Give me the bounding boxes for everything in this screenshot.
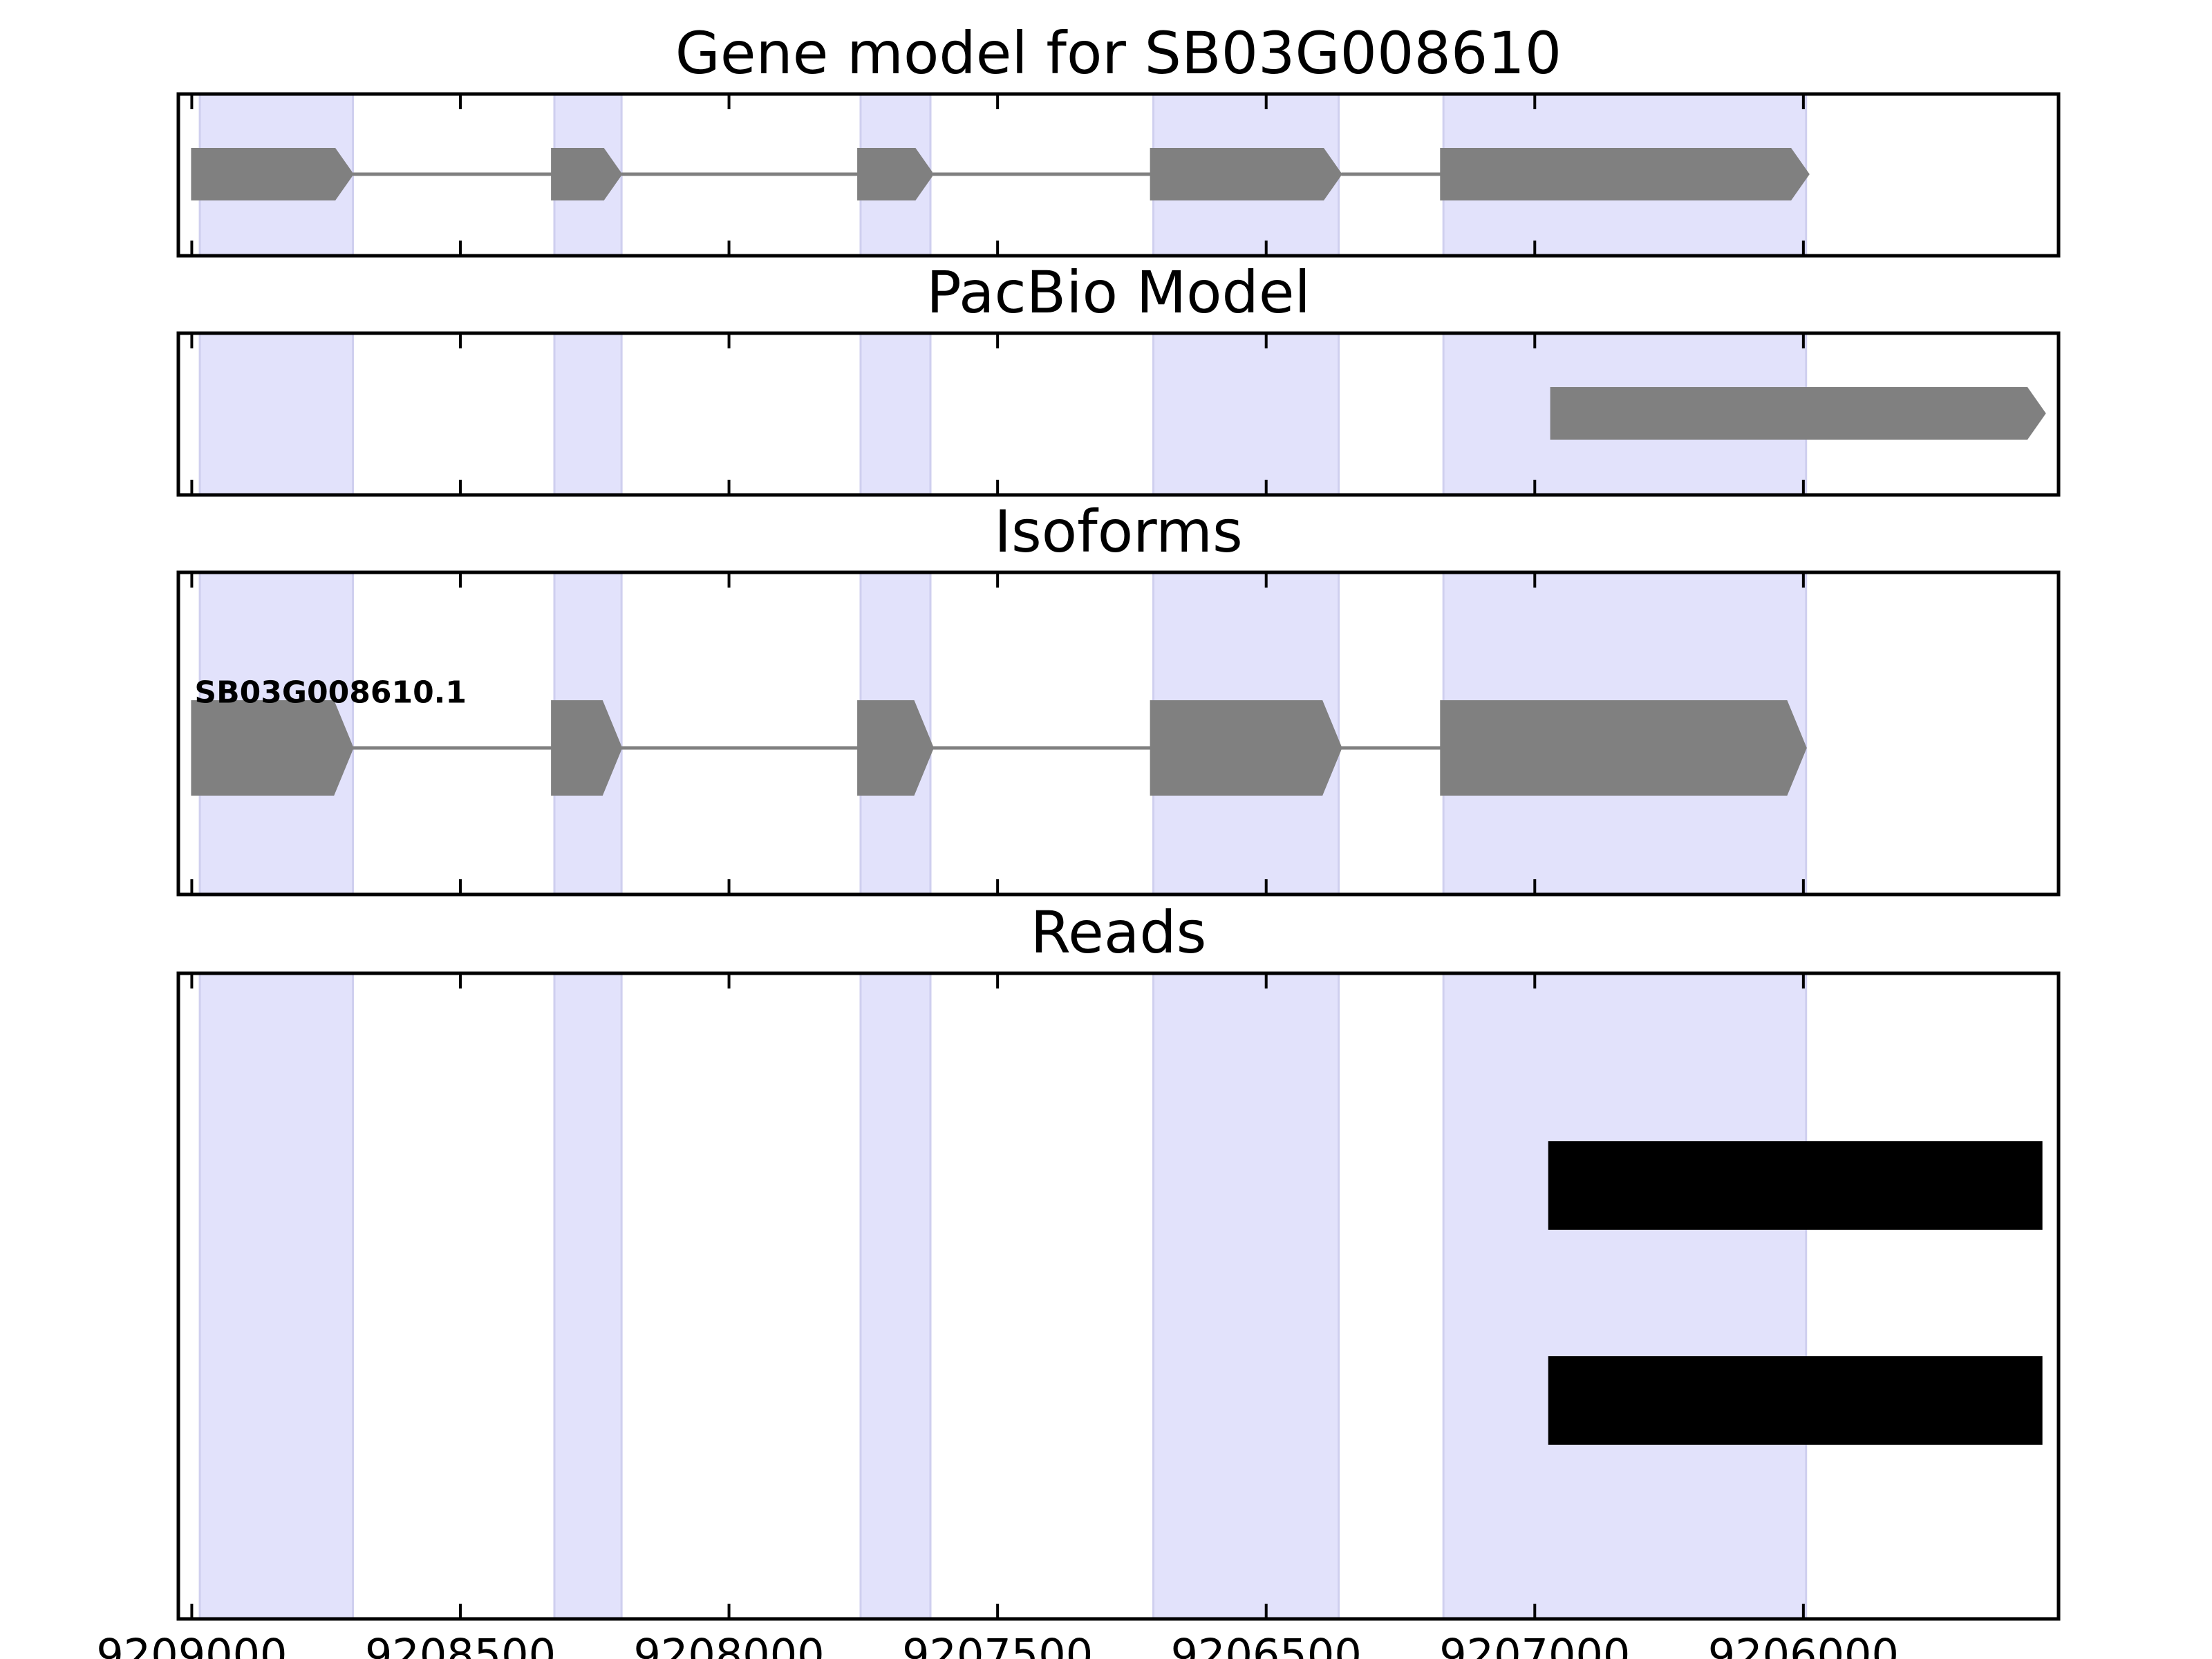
exon	[1150, 700, 1342, 796]
exon-region-band	[553, 972, 623, 1620]
panel-frame	[176, 570, 2061, 897]
exon-region-band	[859, 972, 932, 1620]
exon	[1440, 700, 1807, 796]
panel-title: PacBio Model	[926, 259, 1311, 326]
exon-region-band	[1442, 972, 1808, 1620]
panel-3: Isoforms SB03G008610.1	[176, 498, 2061, 897]
x-tick-label: 9209000	[96, 1630, 287, 1659]
exon-region-band	[553, 332, 623, 496]
exon	[1550, 387, 2046, 440]
exon	[551, 700, 623, 796]
read-bar	[1548, 1356, 2043, 1445]
exon	[1150, 148, 1342, 200]
panels: Gene model for SB03G008610 PacBio Model Is…	[176, 19, 2061, 1621]
exon-region-band	[1152, 332, 1340, 496]
x-tick-label: 9206000	[1708, 1630, 1899, 1659]
exon	[1440, 148, 1810, 200]
exon-region-band	[198, 972, 355, 1620]
panel-4: Reads	[176, 899, 2061, 1621]
read-bar	[1548, 1141, 2043, 1230]
x-tick-label: 9208000	[634, 1630, 825, 1659]
exon-region-band	[859, 332, 932, 496]
panel-frame	[176, 971, 2061, 1621]
exon-region-band	[198, 332, 355, 496]
panel-frame	[176, 331, 2061, 497]
panel-title: Reads	[1031, 899, 1207, 966]
exon	[857, 148, 935, 200]
x-tick-label: 9208500	[365, 1630, 556, 1659]
x-axis: 9209000 9208500 9208000 9207500 9206500 92070…	[96, 1630, 1899, 1659]
exon	[191, 148, 354, 200]
panel-title: Isoforms	[994, 498, 1243, 565]
panel-1: Gene model for SB03G008610	[176, 19, 2061, 258]
panel-frame	[176, 92, 2061, 258]
x-tick-label: 9207000	[1439, 1630, 1630, 1659]
exon	[191, 700, 354, 796]
isoform-label: SB03G008610.1	[194, 675, 467, 711]
panel-2: PacBio Model	[176, 259, 2061, 497]
x-tick-label: 9206500	[1171, 1630, 1362, 1659]
panel-title: Gene model for SB03G008610	[675, 19, 1562, 87]
exon	[551, 148, 623, 200]
exon	[857, 700, 934, 796]
x-tick-label: 9207500	[902, 1630, 1093, 1659]
exon-region-band	[1152, 972, 1340, 1620]
